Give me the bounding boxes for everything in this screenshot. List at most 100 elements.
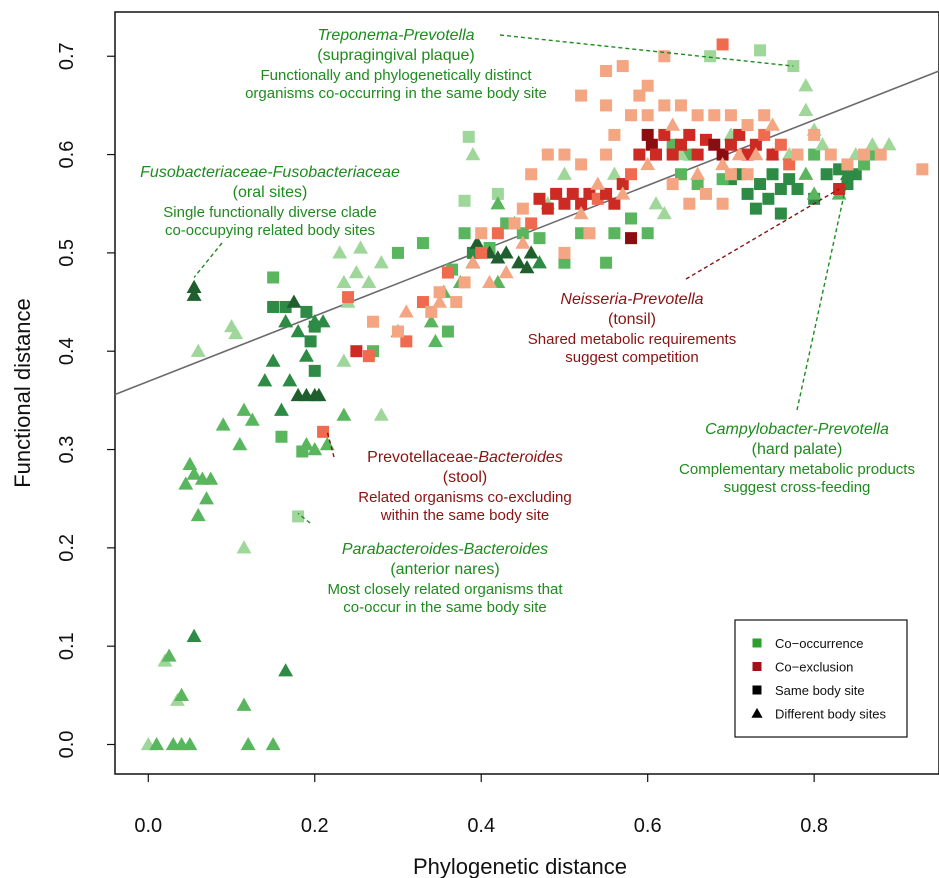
point-square	[367, 315, 380, 328]
point-square	[433, 286, 446, 299]
point-square	[704, 50, 717, 63]
point-triangle	[798, 102, 814, 116]
legend: Co−occurrence Co−exclusion Same body site D…	[734, 619, 908, 738]
point-square	[450, 296, 463, 309]
point-square	[525, 168, 538, 181]
y-tick-label: 0.6	[56, 141, 78, 169]
point-square	[808, 128, 821, 141]
point-square	[575, 158, 588, 171]
point-triangle	[278, 663, 294, 677]
point-square	[533, 192, 546, 205]
point-square	[766, 168, 779, 181]
point-triangle	[748, 147, 764, 161]
point-triangle	[606, 166, 622, 180]
point-triangle	[290, 323, 306, 338]
annotation-line: co-occur in the same body site	[343, 599, 546, 616]
plot-frame	[114, 11, 939, 775]
point-triangle	[715, 156, 731, 171]
point-triangle	[432, 294, 448, 308]
point-square	[645, 138, 658, 151]
point-square	[600, 256, 613, 269]
point-triangle	[640, 156, 656, 171]
point-square	[691, 109, 704, 122]
point-square	[475, 246, 488, 259]
point-square	[458, 276, 471, 289]
point-square	[600, 187, 613, 200]
point-triangle	[274, 402, 289, 416]
point-triangle	[348, 264, 364, 279]
point-triangle	[182, 736, 198, 751]
point-triangle	[515, 235, 531, 249]
point-triangle	[336, 353, 352, 367]
y-tick-label: 0.2	[56, 534, 78, 562]
point-triangle	[190, 507, 206, 522]
point-square	[783, 173, 796, 186]
point-triangle	[490, 250, 506, 264]
point-triangle	[182, 456, 198, 470]
annotation-line: Shared metabolic requirements	[528, 331, 736, 348]
y-tick-label: 0.5	[56, 239, 78, 267]
point-triangle	[519, 260, 535, 274]
point-square	[391, 325, 404, 338]
point-triangle	[178, 476, 194, 490]
point-square	[858, 158, 871, 171]
annotation-title: Parabacteroides-Bacteroides	[342, 541, 548, 558]
point-square	[441, 325, 454, 338]
annotation-leader	[499, 34, 794, 67]
point-triangle	[199, 491, 214, 505]
point-triangle	[428, 333, 443, 348]
point-square	[267, 271, 280, 284]
annotation-subtitle: (tonsil)	[608, 311, 656, 328]
point-square	[292, 510, 305, 523]
point-square	[550, 187, 563, 200]
point-triangle	[731, 147, 747, 161]
point-triangle	[149, 736, 165, 751]
point-square	[625, 168, 638, 181]
point-square	[762, 192, 775, 205]
point-square	[808, 148, 821, 161]
point-square	[749, 138, 762, 151]
point-square	[541, 202, 554, 215]
point-square	[525, 217, 538, 230]
point-triangle	[665, 117, 681, 131]
point-triangle	[161, 648, 177, 662]
point-square	[608, 227, 621, 240]
point-square	[683, 197, 696, 210]
data-points	[140, 38, 929, 751]
point-triangle	[423, 314, 439, 328]
point-triangle	[590, 176, 606, 190]
point-triangle	[490, 196, 506, 210]
point-triangle	[482, 274, 497, 289]
point-triangle	[332, 245, 348, 259]
point-triangle	[265, 353, 281, 367]
x-tick-label: 0.2	[301, 815, 329, 837]
point-square	[583, 227, 596, 240]
point-square	[425, 305, 438, 318]
point-triangle	[236, 697, 252, 711]
point-triangle	[286, 294, 302, 308]
annotation-line: Complementary metabolic products	[679, 461, 915, 478]
x-tick-label: 0.0	[134, 815, 162, 837]
point-square	[708, 138, 721, 151]
point-square	[308, 364, 321, 377]
annotations: Treponema-Prevotella (supragingival plaqu…	[140, 27, 915, 616]
point-square	[500, 217, 513, 230]
legend-label: Same body site	[775, 683, 865, 698]
point-triangle	[373, 407, 389, 421]
point-square	[666, 178, 679, 191]
point-square	[616, 178, 629, 191]
annotation: Neisseria-Prevotella (tonsil) Shared metab…	[528, 188, 840, 366]
point-triangle	[186, 279, 202, 293]
point-square	[691, 148, 704, 161]
point-square	[716, 38, 729, 51]
point-square	[683, 128, 696, 141]
annotation-title: Neisseria-Prevotella	[560, 291, 703, 308]
point-triangle	[190, 343, 206, 357]
point-square	[350, 345, 363, 358]
point-square	[820, 168, 833, 181]
annotation-leader	[796, 178, 849, 411]
legend-marker	[752, 638, 762, 648]
point-square	[708, 109, 721, 122]
point-square	[558, 148, 571, 161]
point-square	[475, 227, 488, 240]
